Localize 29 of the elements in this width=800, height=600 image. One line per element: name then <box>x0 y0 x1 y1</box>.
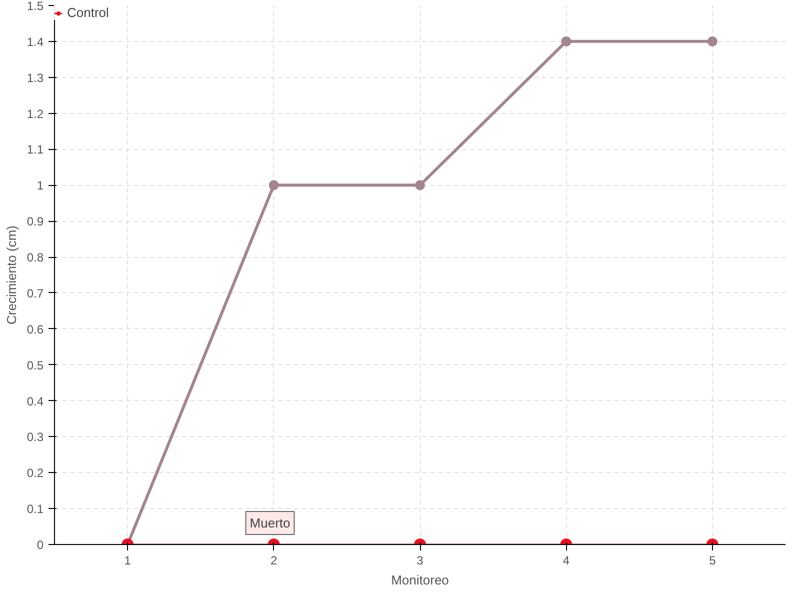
point <box>707 36 718 46</box>
y-tick-label: 0.9 <box>26 214 44 229</box>
x-tick-label: 3 <box>416 554 424 568</box>
y-tick-label: 0.7 <box>26 286 44 300</box>
point <box>268 180 279 190</box>
y-tick-label: 0.1 <box>26 502 44 516</box>
y-tick-label: 0.6 <box>26 322 44 336</box>
x-tick-label: 1 <box>124 554 132 568</box>
y-tick-label: 0.5 <box>26 358 44 372</box>
y-tick-label: 0.4 <box>26 394 44 408</box>
y-axis-title: Crecimiento (cm) <box>4 226 19 324</box>
point <box>415 180 425 190</box>
y-tick-label: 1.4 <box>26 34 44 49</box>
y-tick-label: 0.8 <box>26 250 44 265</box>
x-axis-title: Monitoreo <box>391 572 449 588</box>
legend-label: Control <box>67 5 109 20</box>
point <box>561 36 572 46</box>
x-tick-label: 5 <box>709 554 716 568</box>
y-tick-label: 1.1 <box>26 142 44 157</box>
y-tick-label: 0.2 <box>26 466 44 480</box>
y-tick-label: 0 <box>36 538 44 552</box>
x-tick-label: 4 <box>562 554 570 568</box>
y-tick-label: 1.5 <box>26 0 44 13</box>
annotation: Muerto <box>250 516 290 530</box>
y-tick-label: 1.3 <box>26 70 44 85</box>
y-tick-label: 1 <box>36 178 44 193</box>
y-tick-label: 0.3 <box>26 430 44 444</box>
y-tick-label: 1.2 <box>26 106 44 121</box>
x-tick-label: 2 <box>270 554 278 568</box>
